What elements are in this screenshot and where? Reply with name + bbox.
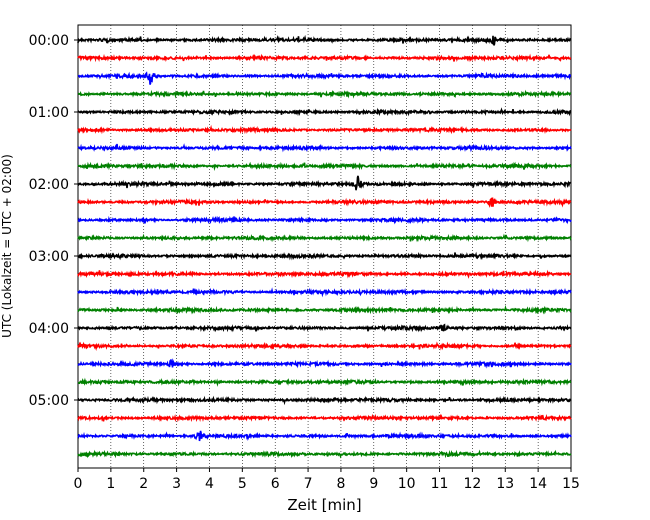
x-tick-label: 11: [431, 476, 449, 492]
seismic-trace: [77, 323, 572, 333]
y-tick-label: 02:00: [29, 177, 69, 193]
y-tick-label: 01:00: [29, 105, 69, 121]
seismic-trace: [77, 449, 572, 459]
seismic-traces: [77, 34, 572, 459]
x-tick-label: 7: [304, 476, 313, 492]
x-tick-label: 10: [398, 476, 416, 492]
x-tick-label: 8: [336, 476, 345, 492]
seismic-trace: [77, 124, 572, 135]
seismic-trace: [77, 53, 572, 63]
x-tick-label: 3: [172, 476, 181, 492]
x-tick-label: 6: [271, 476, 280, 492]
seismic-trace: [77, 197, 572, 209]
x-tick-label: 15: [562, 476, 580, 492]
seismic-trace: [77, 89, 572, 99]
seismic-trace: [77, 233, 572, 243]
x-tick-label: 5: [238, 476, 247, 492]
x-tick-label: 9: [369, 476, 378, 492]
seismic-trace: [77, 34, 572, 46]
y-tick-label: 05:00: [29, 393, 69, 409]
plot-frame: [77, 24, 572, 469]
seismic-trace: [77, 161, 572, 172]
seismic-trace: [77, 377, 572, 387]
x-axis-ticks: 0 1 2 3 4 5 6 7 8 9 10 11 12 13 14 15: [74, 468, 580, 492]
seismic-trace: [77, 71, 571, 85]
seismic-trace: [77, 304, 572, 315]
seismic-trace: [77, 269, 572, 279]
x-tick-label: 14: [529, 476, 547, 492]
y-tick-label: 04:00: [29, 321, 69, 337]
seismic-trace: [77, 395, 572, 406]
x-tick-label: 4: [205, 476, 214, 492]
x-tick-label: 2: [139, 476, 148, 492]
x-tick-label: 12: [463, 476, 481, 492]
y-axis-label: UTC (Lokalzeit = UTC + 02:00): [0, 154, 14, 338]
y-axis-ticks: 00:00 01:00 02:00 03:00 04:00 05:00: [29, 33, 78, 409]
x-tick-label: 1: [106, 476, 115, 492]
seismic-trace: [77, 251, 572, 261]
seismic-trace: [77, 430, 572, 442]
seismic-trace: [77, 215, 572, 225]
x-tick-label: 0: [74, 476, 83, 492]
x-axis-label: Zeit [min]: [287, 496, 361, 514]
seismic-trace: [77, 143, 572, 153]
seismic-trace: [77, 287, 572, 298]
seismic-trace: [77, 341, 572, 351]
seismic-trace: [77, 358, 572, 369]
x-tick-label: 13: [496, 476, 514, 492]
y-tick-label: 00:00: [29, 33, 69, 49]
seismic-trace: [77, 413, 572, 423]
seismic-trace: [77, 107, 572, 117]
y-tick-label: 03:00: [29, 249, 69, 265]
seismic-trace: [77, 175, 572, 191]
grid-lines: [110, 25, 539, 468]
